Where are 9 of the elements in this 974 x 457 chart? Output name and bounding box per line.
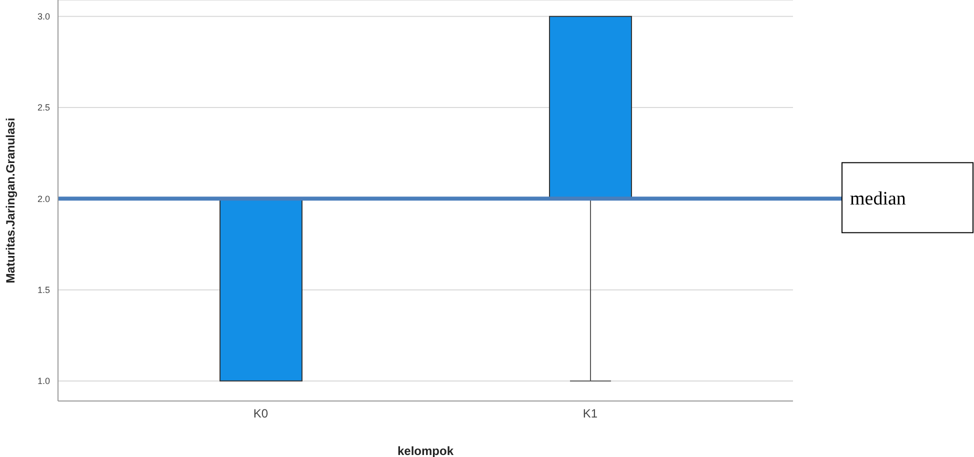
x-tick-label: K1 bbox=[582, 406, 598, 421]
x-tick-label: K0 bbox=[253, 406, 268, 421]
y-tick-label: 1.0 bbox=[37, 376, 50, 386]
y-axis-title: Maturitas.Jaringan.Granulasi bbox=[3, 118, 18, 284]
y-tick-label: 3.0 bbox=[37, 12, 50, 22]
ref-line-label: median bbox=[850, 188, 906, 210]
y-tick-label: 1.5 bbox=[37, 285, 50, 296]
y-tick-label: 2.0 bbox=[37, 194, 50, 204]
y-tick-label: 2.5 bbox=[37, 102, 50, 113]
